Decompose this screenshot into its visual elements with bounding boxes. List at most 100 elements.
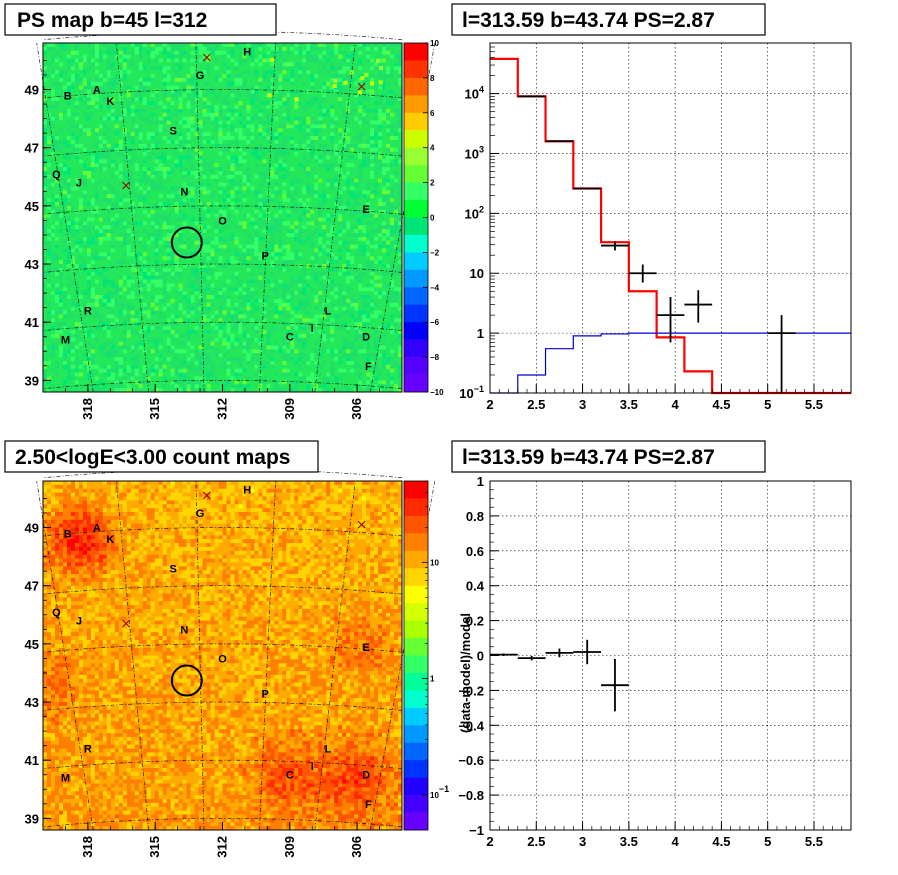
heatmap-cell <box>250 217 255 222</box>
heatmap-cell <box>118 89 124 94</box>
heatmap-cell <box>90 267 96 273</box>
heatmap-cell <box>186 120 191 125</box>
heatmap-cell <box>90 198 96 203</box>
heatmap-cell <box>194 244 199 249</box>
heatmap-cell <box>82 209 88 215</box>
heatmap-cell <box>226 194 231 199</box>
heatmap-cell <box>178 93 184 98</box>
heatmap-cell <box>78 213 84 218</box>
heatmap-cell <box>106 66 112 71</box>
heatmap-cell <box>238 333 243 339</box>
heatmap-cell <box>166 70 172 75</box>
heatmap-cell <box>126 170 132 176</box>
heatmap-cell <box>90 248 96 253</box>
heatmap-cell <box>118 380 124 385</box>
heatmap-cell <box>190 302 195 308</box>
heatmap-cell <box>170 159 176 164</box>
heatmap-cell <box>214 132 219 137</box>
heatmap-cell <box>202 186 207 191</box>
heatmap-cell <box>250 143 255 149</box>
heatmap-cell <box>222 349 227 354</box>
heatmap-cell <box>43 128 48 133</box>
heatmap-cell <box>158 240 164 246</box>
heatmap-cell <box>246 120 251 125</box>
heatmap-cell <box>166 384 172 389</box>
heatmap-cell <box>218 388 223 393</box>
heatmap-cell <box>230 217 235 222</box>
heatmap-cell <box>154 368 160 374</box>
heatmap-cell <box>134 256 140 261</box>
heatmap-cell <box>146 58 152 63</box>
heatmap-cell <box>54 279 60 284</box>
heatmap-cell <box>98 186 104 191</box>
heatmap-cell <box>54 298 60 304</box>
heatmap-cell <box>78 132 84 137</box>
heatmap-cell <box>142 170 148 176</box>
heatmap-cell <box>90 225 96 230</box>
heatmap-cell <box>110 291 116 296</box>
heatmap-cell <box>238 190 243 195</box>
heatmap-cell <box>186 198 191 203</box>
heatmap-cell <box>130 147 136 152</box>
heatmap-cell <box>106 136 112 141</box>
heatmap-cell <box>58 136 64 141</box>
heatmap-cell <box>190 326 195 331</box>
heatmap-cell <box>74 105 80 110</box>
heatmap-cell <box>246 205 251 211</box>
heatmap-cell <box>106 62 112 67</box>
heatmap-cell <box>114 81 120 87</box>
heatmap-cell <box>58 209 64 215</box>
heatmap-cell <box>82 85 88 90</box>
heatmap-cell <box>50 178 56 183</box>
heatmap-cell <box>110 306 116 311</box>
heatmap-cell <box>230 233 235 238</box>
heatmap-cell <box>78 74 84 79</box>
heatmap-cell <box>238 240 243 246</box>
heatmap-cell <box>182 50 187 56</box>
heatmap-cell <box>162 155 168 160</box>
heatmap-cell <box>110 302 116 308</box>
heatmap-cell <box>206 275 211 280</box>
heatmap-cell <box>94 163 100 168</box>
heatmap-cell <box>158 81 164 87</box>
heatmap-cell <box>82 236 88 242</box>
heatmap-cell <box>70 337 76 342</box>
heatmap-cell <box>46 357 52 362</box>
heatmap-cell <box>134 174 140 180</box>
heatmap-cell <box>250 337 255 342</box>
heatmap-cell <box>218 85 223 90</box>
heatmap-cell <box>98 170 104 176</box>
heatmap-cell <box>90 105 96 110</box>
heatmap-cell <box>210 85 215 90</box>
heatmap-cell <box>254 143 259 149</box>
heatmap-cell <box>146 97 152 102</box>
heatmap-cell <box>82 190 88 195</box>
heatmap-cell <box>178 186 184 191</box>
heatmap-cell <box>250 50 255 56</box>
heatmap-cell <box>126 364 132 370</box>
heatmap-cell <box>114 337 120 342</box>
heatmap-cell <box>182 291 187 296</box>
heatmap-cell <box>126 283 132 288</box>
heatmap-cell <box>238 89 243 94</box>
heatmap-cell <box>138 349 144 354</box>
heatmap-cell <box>190 221 195 226</box>
heatmap-cell <box>90 302 96 308</box>
heatmap-cell <box>258 147 263 152</box>
heatmap-cell <box>50 70 56 75</box>
heatmap-cell <box>174 364 180 370</box>
heatmap-cell <box>190 151 195 156</box>
heatmap-cell <box>194 275 199 280</box>
heatmap-cell <box>198 174 203 180</box>
heatmap-cell <box>130 252 136 257</box>
heatmap-cell <box>58 174 64 180</box>
heatmap-cell <box>142 337 148 342</box>
heatmap-cell <box>138 256 144 261</box>
heatmap-cell <box>250 132 255 137</box>
heatmap-cell <box>154 217 160 222</box>
heatmap-cell <box>106 384 112 389</box>
heatmap-cell <box>43 66 48 71</box>
heatmap-cell <box>122 50 128 56</box>
heatmap-cell <box>242 333 247 339</box>
heatmap-cell <box>74 306 80 311</box>
